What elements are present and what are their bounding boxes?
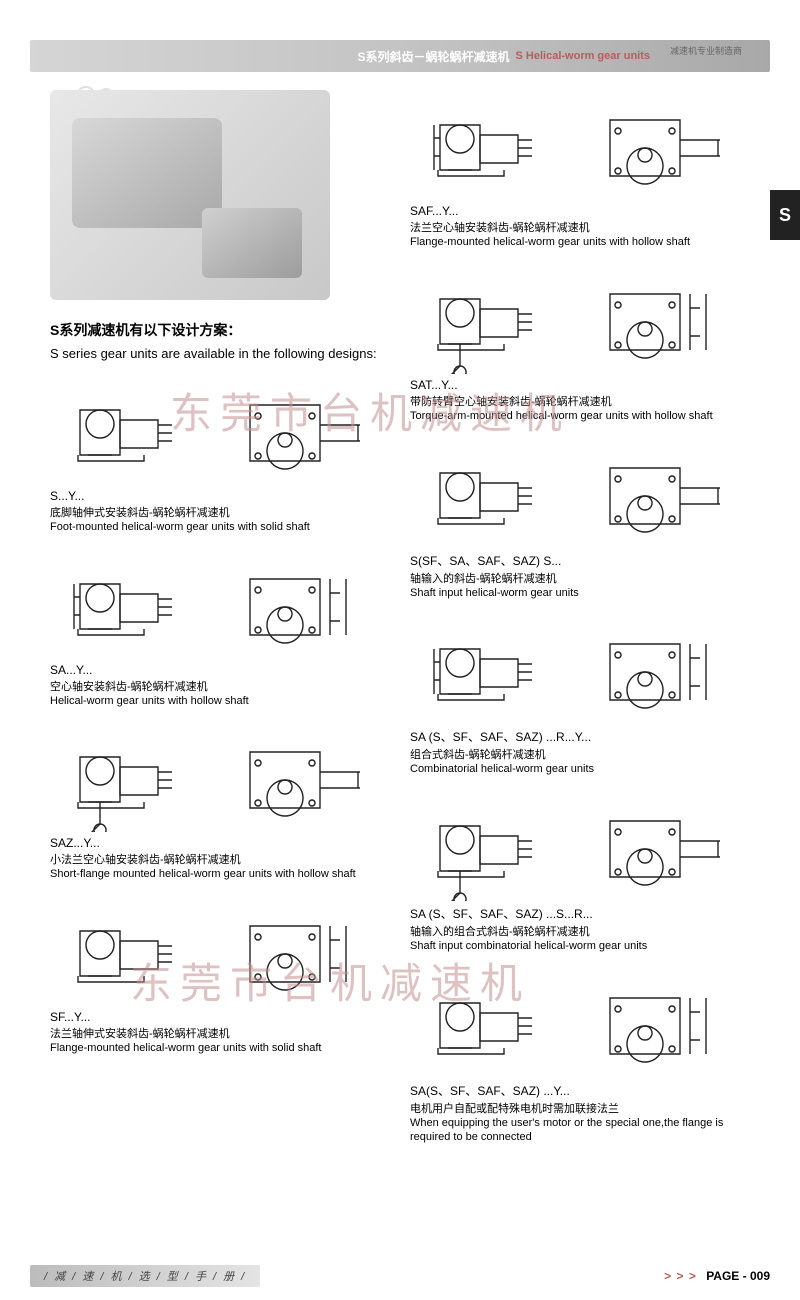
model-code: SAZ...Y... [50,836,390,850]
desc-en: Flange-mounted helical-worm gear units w… [410,236,750,250]
gear-variant-item: SAT...Y...带防转臂空心轴安装斜齿-蜗轮蜗杆减速机Torque-arm-… [410,264,750,424]
gear-variant-item: S...Y...底脚轴伸式安装斜齿-蜗轮蜗杆减速机Foot-mounted he… [50,375,390,535]
gear-variant-item: SA (S、SF、SAF、SAZ) ...R...Y...组合式斜齿-蜗轮蜗杆减… [410,614,750,777]
model-code: SA (S、SF、SAF、SAZ) ...S...R... [410,905,750,922]
desc-en: Short-flange mounted helical-worm gear u… [50,868,390,882]
desc-en: Shaft input helical-worm gear units [410,587,750,601]
gear-variant-item: SF...Y...法兰轴伸式安装斜齿-蜗轮蜗杆减速机Flange-mounted… [50,896,390,1056]
desc-cn: 电机用户自配或配特殊电机时需加联接法兰 [410,1100,750,1116]
desc-cn: 法兰轴伸式安装斜齿-蜗轮蜗杆减速机 [50,1025,390,1041]
gear-variant-item: SAZ...Y...小法兰空心轴安装斜齿-蜗轮蜗杆减速机Short-flange… [50,722,390,882]
header-band: S系列斜齿－蜗轮蜗杆减速机 S Helical-worm gear units [30,40,770,72]
desc-en: Helical-worm gear units with hollow shaf… [50,695,390,709]
desc-cn: 组合式斜齿-蜗轮蜗杆减速机 [410,746,750,762]
desc-en: When equipping the user's motor or the s… [410,1117,750,1145]
technical-drawing-icon [50,722,390,832]
technical-drawing-icon [50,896,390,1006]
intro-en: S series gear units are available in the… [50,346,390,363]
technical-drawing-icon [410,614,750,724]
technical-drawing-icon [50,549,390,659]
technical-drawing-icon [410,968,750,1078]
desc-cn: 法兰空心轴安装斜齿-蜗轮蜗杆减速机 [410,219,750,235]
desc-en: Foot-mounted helical-worm gear units wit… [50,521,390,535]
footer-left: / 减 / 速 / 机 / 选 / 型 / 手 / 册 / [30,1265,260,1287]
header-title-cn: S系列斜齿－蜗轮蜗杆减速机 [358,48,510,65]
desc-cn: 带防转臂空心轴安装斜齿-蜗轮蜗杆减速机 [410,393,750,409]
desc-cn: 轴输入的斜齿-蜗轮蜗杆减速机 [410,570,750,586]
model-code: SAF...Y... [410,204,750,218]
model-code: SF...Y... [50,1010,390,1024]
desc-en: Torque-arm-mounted helical-worm gear uni… [410,410,750,424]
desc-en: Shaft input combinatorial helical-worm g… [410,940,750,954]
desc-en: Combinatorial helical-worm gear units [410,763,750,777]
left-column: S系列减速机有以下设计方案： S series gear units are a… [50,90,390,1250]
desc-cn: 底脚轴伸式安装斜齿-蜗轮蜗杆减速机 [50,504,390,520]
gear-variant-item: SA...Y...空心轴安装斜齿-蜗轮蜗杆减速机Helical-worm gea… [50,549,390,709]
right-column: SAF...Y...法兰空心轴安装斜齿-蜗轮蜗杆减速机Flange-mounte… [410,90,750,1250]
model-code: SA...Y... [50,663,390,677]
gear-variant-item: S(SF、SA、SAF、SAZ) S...轴输入的斜齿-蜗轮蜗杆减速机Shaft… [410,438,750,601]
model-code: SAT...Y... [410,378,750,392]
product-photo [50,90,330,300]
desc-en: Flange-mounted helical-worm gear units w… [50,1042,390,1056]
technical-drawing-icon [50,375,390,485]
model-code: S...Y... [50,489,390,503]
footer: / 减 / 速 / 机 / 选 / 型 / 手 / 册 / > > > PAGE… [30,1266,770,1286]
technical-drawing-icon [410,791,750,901]
desc-cn: 小法兰空心轴安装斜齿-蜗轮蜗杆减速机 [50,851,390,867]
header-subtitle: 减速机专业制造商 [670,44,742,57]
footer-right: > > > PAGE - 009 [664,1269,770,1283]
section-tab: S [770,190,800,240]
gear-variant-item: SAF...Y...法兰空心轴安装斜齿-蜗轮蜗杆减速机Flange-mounte… [410,90,750,250]
model-code: SA (S、SF、SAF、SAZ) ...R...Y... [410,728,750,745]
gear-variant-item: SA (S、SF、SAF、SAZ) ...S...R...轴输入的组合式斜齿-蜗… [410,791,750,954]
page-number: PAGE - 009 [706,1269,770,1283]
model-code: S(SF、SA、SAF、SAZ) S... [410,552,750,569]
model-code: SA(S、SF、SAF、SAZ) ...Y... [410,1082,750,1099]
footer-arrows-icon: > > > [664,1269,697,1283]
desc-cn: 轴输入的组合式斜齿-蜗轮蜗杆减速机 [410,923,750,939]
technical-drawing-icon [410,264,750,374]
technical-drawing-icon [410,90,750,200]
desc-cn: 空心轴安装斜齿-蜗轮蜗杆减速机 [50,678,390,694]
intro-cn: S系列减速机有以下设计方案： [50,320,390,340]
header-title-en: S Helical-worm gear units [516,50,650,62]
technical-drawing-icon [410,438,750,548]
gear-variant-item: SA(S、SF、SAF、SAZ) ...Y...电机用户自配或配特殊电机时需加联… [410,968,750,1145]
